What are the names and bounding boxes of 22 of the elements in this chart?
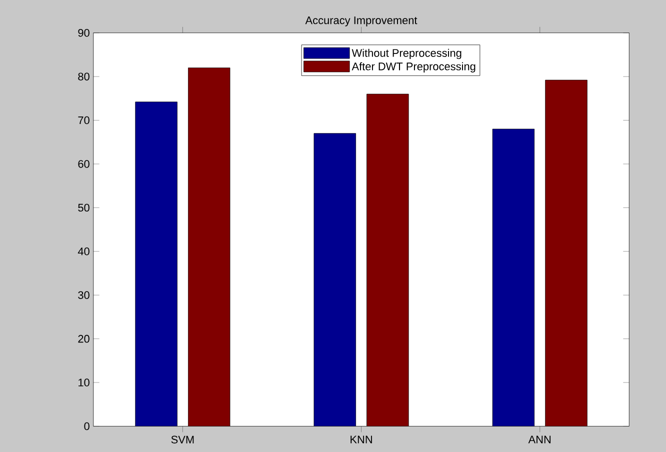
chart-title: Accuracy Improvement	[305, 16, 418, 26]
y-tick-label: 30	[78, 291, 90, 299]
x-tick-label: KNN	[350, 436, 372, 444]
y-tick-label: 20	[78, 334, 90, 343]
y-tick-label: 50	[78, 204, 90, 212]
bar	[545, 80, 588, 426]
bar	[314, 133, 356, 426]
y-tick-label: 90	[78, 28, 90, 37]
y-tick-label: 70	[78, 116, 90, 124]
bar	[188, 68, 230, 426]
x-tick-label: SVM	[171, 436, 194, 444]
x-tick-label: ANN	[528, 436, 551, 444]
y-tick-label: 60	[78, 160, 90, 168]
legend-label: After DWT Preprocessing	[352, 62, 476, 72]
y-tick-label: 40	[78, 247, 90, 256]
y-tick-label: 0	[84, 422, 90, 430]
y-tick-label: 80	[78, 72, 90, 80]
bar	[366, 94, 409, 426]
y-tick-label: 10	[78, 378, 90, 386]
bar	[135, 102, 178, 426]
bar	[492, 128, 535, 426]
legend-label: Without Preprocessing	[352, 48, 462, 59]
